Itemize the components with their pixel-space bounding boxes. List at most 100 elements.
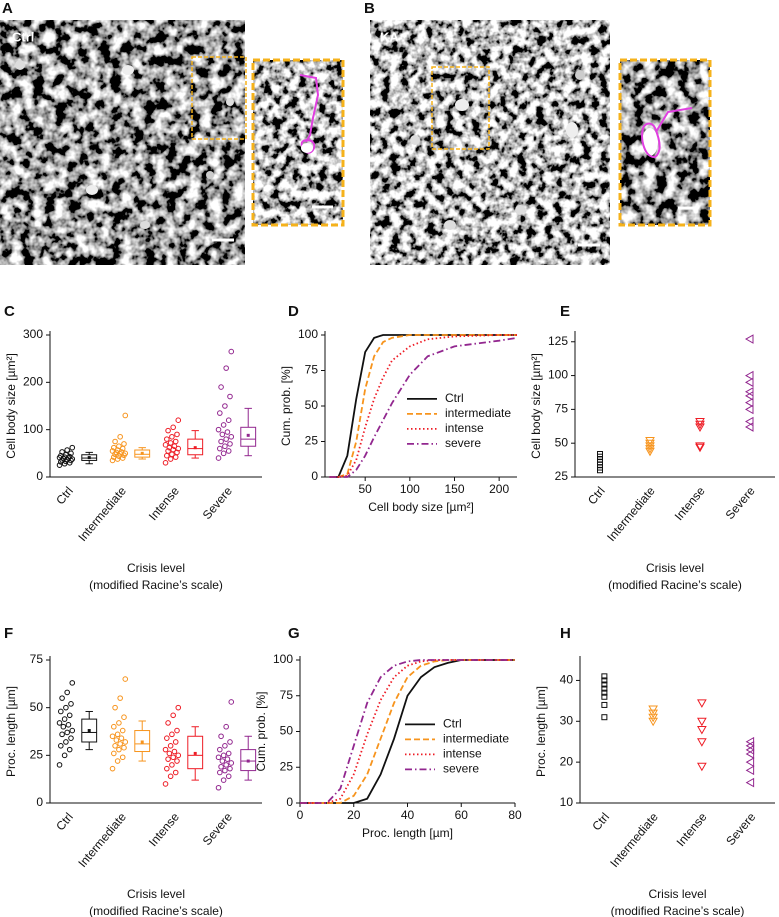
data-point [223, 723, 229, 730]
data-point [117, 741, 123, 747]
data-point [167, 743, 174, 749]
panel-letter: G [288, 625, 300, 642]
data-point [118, 735, 125, 741]
legend-label: severe [443, 762, 479, 776]
panel-letter: D [288, 303, 299, 320]
data-point [59, 695, 65, 701]
panel-letter: C [4, 303, 15, 320]
y-tick-label: 75 [280, 688, 294, 702]
data-point [69, 680, 76, 686]
marker [745, 740, 755, 751]
x-axis-label: Crisis level [646, 561, 704, 575]
y-tick-label: 10 [560, 795, 574, 809]
cdf-line [329, 334, 517, 478]
panel-letter: H [560, 625, 571, 642]
box [187, 735, 204, 770]
y-tick-label: 30 [560, 713, 574, 727]
y-tick-label: 100 [548, 368, 568, 382]
data-point [162, 460, 169, 466]
data-point [59, 449, 65, 455]
data-point [218, 733, 224, 740]
y-axis-label: Cum. prob. [%] [279, 366, 293, 446]
y-tick-label: 25 [280, 759, 294, 773]
data-point [58, 743, 64, 749]
data-point [219, 758, 226, 764]
data-point [111, 444, 117, 451]
data-point [217, 769, 223, 776]
x-tick-label: Severe [200, 484, 235, 522]
data-point [225, 448, 232, 454]
x-tick-label: Severe [200, 810, 235, 848]
data-point [224, 756, 231, 762]
x-axis-label: (modified Racine’s scale) [608, 578, 742, 592]
data-point [215, 455, 222, 461]
marker [744, 377, 754, 388]
data-point [109, 457, 116, 464]
data-point [122, 676, 129, 682]
y-axis-label: Proc. length [µm] [4, 686, 18, 777]
y-tick-label: 25 [555, 469, 569, 483]
data-point [162, 746, 169, 753]
box [240, 426, 257, 447]
x-tick-label: 20 [347, 808, 361, 822]
data-point [164, 436, 170, 442]
panel-letter: B [364, 0, 375, 17]
data-point [215, 426, 222, 433]
data-point [117, 695, 123, 701]
marker [697, 717, 707, 727]
data-point [227, 739, 233, 745]
y-tick-label: 100 [23, 422, 43, 436]
marker [695, 442, 705, 451]
data-point [220, 777, 227, 783]
data-point [112, 438, 118, 445]
legend-label: Ctrl [443, 717, 462, 731]
data-point [222, 767, 228, 774]
marker [597, 451, 603, 458]
data-point [217, 410, 223, 416]
x-tick-label: Ctrl [585, 484, 608, 507]
data-point [116, 443, 122, 450]
data-point [220, 752, 227, 759]
box [240, 749, 257, 772]
x-tick-label: Severe [723, 484, 758, 522]
data-point [227, 765, 233, 772]
data-point [64, 447, 70, 453]
y-tick-label: 75 [305, 363, 319, 377]
data-point [122, 412, 129, 419]
panel-letter: E [560, 303, 570, 320]
y-axis-label: Cell body size [µm²] [529, 353, 543, 459]
y-tick-label: 20 [560, 754, 574, 768]
y-tick-label: 50 [30, 700, 44, 714]
marker [745, 757, 755, 768]
box [134, 449, 151, 458]
y-tick-label: 0 [286, 795, 293, 809]
x-axis-label: (modified Racine’s scale) [611, 904, 745, 917]
data-point [167, 773, 174, 780]
x-tick-label: 50 [359, 482, 373, 496]
marker [601, 681, 608, 688]
marker [601, 689, 608, 696]
data-point [166, 750, 173, 757]
y-tick-label: 300 [23, 327, 43, 341]
x-tick-label: Intense [146, 810, 182, 849]
marker [745, 736, 755, 747]
x-tick-label: Intense [146, 484, 182, 523]
y-tick-label: 125 [548, 334, 568, 348]
x-tick-label: Intense [672, 484, 708, 523]
data-point [59, 731, 65, 738]
image-a [0, 20, 345, 265]
data-point [68, 701, 74, 707]
x-axis-label: Crisis level [127, 561, 185, 575]
mean [246, 759, 250, 763]
x-tick-label: 100 [400, 482, 420, 496]
image-b [370, 20, 712, 265]
marker [744, 397, 754, 408]
x-axis-label: (modified Racine’s scale) [89, 904, 223, 917]
y-tick-label: 0 [311, 469, 318, 483]
data-point [109, 448, 116, 454]
x-tick-label: Intermediate [75, 484, 129, 544]
data-point [225, 750, 232, 757]
data-point [64, 729, 70, 736]
data-point [174, 431, 180, 438]
